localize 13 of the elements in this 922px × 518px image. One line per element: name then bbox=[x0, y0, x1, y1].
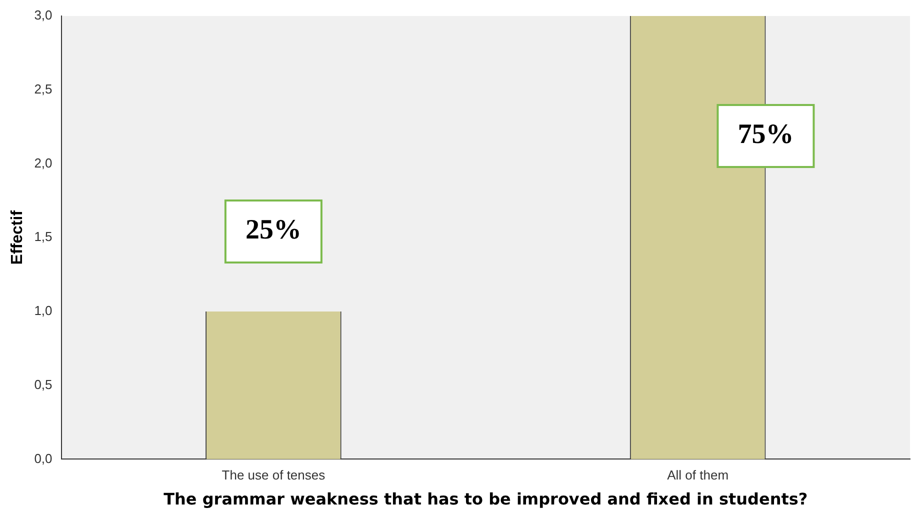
y-tick-label: 2,0 bbox=[34, 155, 52, 170]
annotation: 25% bbox=[245, 214, 302, 246]
y-tick-label: 2,5 bbox=[34, 81, 52, 96]
y-tick-label: 0,0 bbox=[34, 450, 52, 466]
x-tick-label: The use of tenses bbox=[222, 468, 326, 483]
y-tick-label: 1,5 bbox=[34, 229, 52, 244]
y-tick-label: 3,0 bbox=[34, 8, 52, 23]
x-axis-title: The grammar weakness that has to be improved and fixed in students? bbox=[164, 490, 808, 509]
x-tick-label: All of them bbox=[667, 468, 729, 483]
y-tick-label: 0,5 bbox=[34, 376, 52, 392]
y-axis-title: Effectif bbox=[9, 210, 26, 265]
y-tick-label: 1,0 bbox=[34, 303, 52, 318]
annotation: 75% bbox=[738, 119, 794, 150]
